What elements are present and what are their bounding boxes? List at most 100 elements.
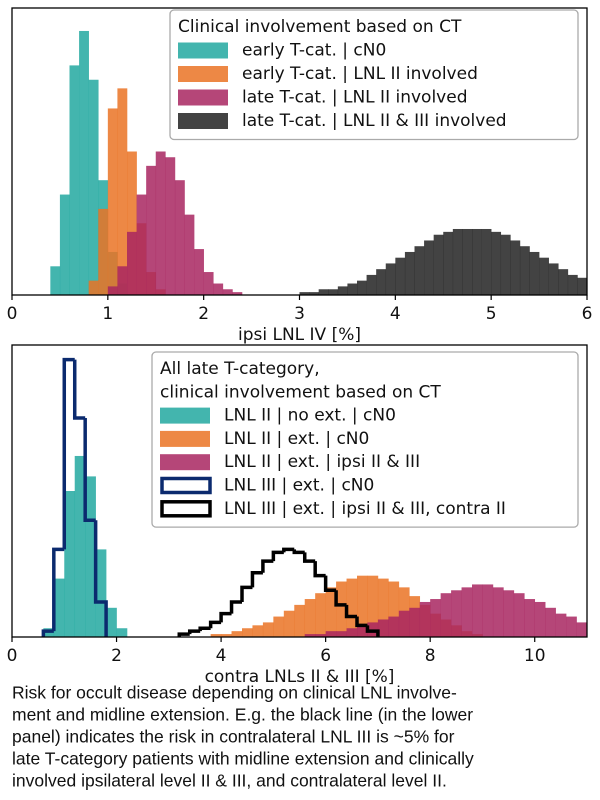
hist-step: [72, 359, 86, 420]
hist-bar: [74, 455, 86, 637]
hist-step: [334, 590, 347, 607]
caption-line: late T-category patients with midline ex…: [12, 749, 474, 769]
hist-bar: [433, 234, 444, 295]
hist-step: [323, 575, 337, 593]
hist-bar: [69, 65, 80, 296]
hist-bar: [513, 593, 525, 637]
hist-bar: [377, 619, 389, 637]
x-tick-label: 0: [7, 646, 18, 666]
x-tick-label: 8: [425, 646, 436, 666]
hist-bar: [482, 584, 494, 637]
x-tick-label: 0: [7, 304, 18, 324]
hist-bar: [491, 231, 502, 295]
hist-bar: [414, 246, 425, 295]
x-tick-label: 3: [294, 304, 305, 324]
hist-bar: [262, 622, 274, 637]
hist-bar: [558, 269, 569, 295]
legend-title: All late T-category,: [160, 359, 320, 379]
hist-step: [93, 520, 108, 637]
hist-bar: [492, 587, 504, 637]
x-tick-label: 4: [216, 646, 227, 666]
hist-bar: [252, 625, 264, 637]
hist-bar: [79, 30, 89, 296]
hist-step: [302, 552, 316, 563]
hist-bar: [357, 280, 367, 295]
hist-bar: [510, 240, 521, 295]
legend-swatch: [160, 476, 212, 495]
caption-line: panel) indicates the risk in contralater…: [12, 727, 455, 747]
hist-bar: [155, 151, 166, 295]
hist-bar: [88, 79, 99, 295]
legend-swatch: [178, 66, 228, 82]
hist-bar: [395, 257, 406, 295]
hist-bar: [404, 251, 415, 295]
hist-bar: [184, 214, 195, 295]
hist-bar: [95, 549, 107, 637]
hist-bar: [424, 240, 434, 295]
hist-bar: [539, 257, 549, 295]
hist-step: [219, 611, 232, 623]
hist-bar: [567, 274, 578, 295]
hist-bar: [347, 283, 358, 295]
hist-bar: [366, 274, 377, 295]
legend-label: early T-cat. | cN0: [242, 41, 386, 61]
hist-step: [229, 600, 242, 614]
hist-bar: [315, 593, 326, 637]
legend-swatch: [160, 430, 210, 447]
legend-title: Clinical involvement based on CT: [178, 17, 462, 37]
hist-bar: [107, 108, 118, 295]
hist-bar: [440, 593, 452, 637]
hist-bar: [461, 587, 473, 637]
hist-bar: [548, 263, 559, 295]
hist-bar: [221, 634, 232, 637]
legend-label: late T-cat. | LNL II involved: [242, 88, 467, 108]
legend-swatch: [178, 89, 228, 106]
x-tick-label: 1: [102, 304, 113, 324]
hist-bar: [325, 631, 337, 637]
hist-bar: [385, 263, 396, 295]
hist-step: [41, 629, 54, 637]
hist-bar: [273, 616, 285, 637]
hist-bar: [294, 604, 306, 637]
hist-bar: [377, 578, 389, 637]
hist-step: [355, 616, 368, 628]
hist-step: [344, 604, 357, 619]
hist-bar: [346, 628, 358, 637]
legend-swatch: [160, 407, 210, 424]
hist-bar: [309, 292, 319, 295]
hist-step: [187, 629, 201, 635]
hist-bar: [336, 581, 347, 637]
hist-bar: [315, 634, 326, 637]
hist-bar: [452, 228, 463, 295]
hist-bar: [388, 581, 400, 637]
hist-bar: [534, 601, 546, 637]
hist-bar: [328, 289, 339, 295]
hist-bar: [203, 272, 214, 295]
hist-bar: [88, 280, 99, 295]
hist-bar: [117, 88, 128, 295]
legend-box: [151, 351, 579, 528]
hist-bar: [318, 289, 329, 295]
hist-bar: [210, 634, 222, 637]
hist-bar: [481, 228, 492, 295]
hist-step: [365, 625, 380, 637]
x-axis-label: contra LNLs II & III [%]: [205, 667, 395, 687]
hist-step: [313, 561, 326, 578]
hist-bar: [398, 610, 410, 637]
hist-bar: [524, 599, 536, 637]
hist-bar: [231, 631, 243, 637]
hist-bar: [107, 286, 118, 295]
hist-bar: [325, 587, 337, 637]
hist-bar: [304, 599, 316, 637]
hist-bar: [222, 289, 233, 295]
hist-step: [292, 549, 305, 555]
legend-box: [169, 9, 579, 141]
hist-step: [282, 547, 295, 553]
hist-bar: [503, 590, 515, 637]
hist-bar: [59, 194, 70, 295]
hist-bar: [146, 165, 157, 295]
x-tick-label: 4: [390, 304, 401, 324]
hist-bar: [346, 578, 358, 637]
hist-bar: [98, 208, 109, 295]
